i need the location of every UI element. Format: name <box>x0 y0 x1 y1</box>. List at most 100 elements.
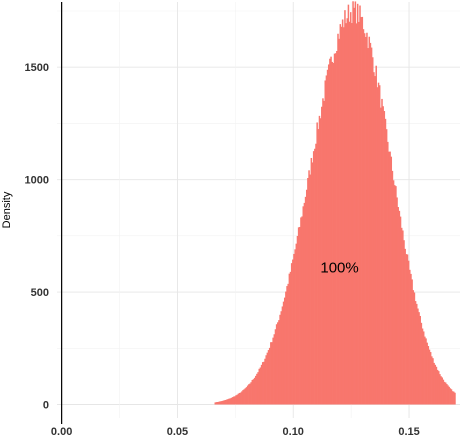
histogram-bar <box>299 226 301 405</box>
histogram-bar <box>216 401 219 405</box>
y-tick-label: 1000 <box>25 175 49 187</box>
histogram-bar <box>302 206 305 405</box>
histogram-bar <box>429 352 432 405</box>
histogram-bar <box>312 151 315 405</box>
histogram-bar <box>290 263 293 405</box>
histogram-bar <box>252 379 255 405</box>
histogram-bar <box>439 374 441 405</box>
histogram-bar <box>355 23 358 405</box>
histogram-bar <box>323 100 325 405</box>
histogram-bar <box>435 366 438 405</box>
histogram-bar <box>419 315 421 405</box>
histogram-bar <box>214 402 217 405</box>
histogram-bar <box>260 364 263 405</box>
histogram-bar <box>385 129 388 405</box>
histogram-bar <box>321 106 323 405</box>
histogram-bar <box>266 352 269 405</box>
histogram-bar <box>255 375 257 405</box>
histogram-bar <box>220 401 222 405</box>
histogram-bar <box>449 388 452 405</box>
histogram-bar <box>272 337 274 405</box>
y-tick-label: 500 <box>31 287 49 299</box>
histogram-bar <box>273 334 276 405</box>
histogram-bar <box>418 312 420 405</box>
histogram-bar <box>217 401 220 405</box>
histogram-bar <box>293 253 295 405</box>
histogram-bar <box>226 399 228 405</box>
histogram-bar <box>233 396 235 405</box>
histogram-bar <box>362 29 365 405</box>
histogram-bar <box>259 367 262 405</box>
histogram-bar <box>322 98 324 405</box>
histogram-bar <box>244 388 247 405</box>
histogram-bar <box>380 107 382 405</box>
histogram-bar <box>347 4 350 405</box>
histogram-bar <box>427 346 430 405</box>
histogram-bar <box>256 373 258 405</box>
histogram-bar <box>368 36 371 405</box>
histogram-bar <box>365 36 367 405</box>
histogram-bar <box>305 189 308 405</box>
histogram-bar <box>227 399 229 405</box>
histogram-bar <box>397 207 399 405</box>
histogram-bar <box>294 249 296 405</box>
histogram-bar <box>374 76 376 405</box>
histogram-bar <box>310 157 313 405</box>
histogram-bar <box>409 269 411 405</box>
histogram-bar <box>378 85 381 405</box>
histogram-bar <box>436 369 439 405</box>
histogram-bar <box>391 170 394 405</box>
histogram-bar <box>287 283 289 405</box>
histogram-bar <box>316 122 318 405</box>
histogram-bar <box>398 210 401 405</box>
histogram-bar <box>339 24 342 405</box>
histogram-bar <box>440 376 442 405</box>
histogram-bar <box>451 391 454 405</box>
histogram-bar <box>396 197 398 405</box>
histogram-bar <box>281 306 284 405</box>
histogram-bar <box>404 248 406 405</box>
histogram-bar <box>253 377 256 405</box>
histogram-bar <box>354 1 357 405</box>
histogram-bar <box>338 38 340 405</box>
annotation-label: 100% <box>320 259 358 276</box>
histogram-bar <box>411 279 413 405</box>
histogram-bar <box>399 216 402 405</box>
histogram-bar <box>329 58 331 405</box>
histogram-bar <box>296 235 299 405</box>
histogram-bar <box>348 21 351 405</box>
histogram-bar <box>235 395 237 405</box>
histogram-bar <box>311 162 314 405</box>
histogram-bar <box>359 5 361 405</box>
histogram-bar <box>444 382 447 405</box>
histogram-bar <box>400 227 403 405</box>
histogram-bar <box>300 217 302 405</box>
histogram-bar <box>421 328 424 405</box>
histogram-bar <box>231 397 234 405</box>
histogram-bar <box>249 383 251 405</box>
histogram-bar <box>251 380 254 405</box>
histogram-bar <box>307 177 309 405</box>
histogram-bar <box>325 75 328 405</box>
histogram-bar <box>341 19 344 405</box>
histogram-bar <box>432 358 434 405</box>
histogram-bar <box>222 400 225 405</box>
histogram-bar <box>230 397 233 405</box>
histogram-bar <box>334 53 337 405</box>
histogram-bar <box>250 382 252 405</box>
histogram-bar <box>377 82 380 405</box>
histogram-bar <box>382 106 384 405</box>
histogram-bar <box>344 10 346 405</box>
histogram-bar <box>373 72 375 405</box>
x-tick-label: 0.10 <box>283 426 304 438</box>
histogram-bar <box>383 111 386 405</box>
histogram-bar <box>426 342 428 405</box>
histogram-bar <box>295 243 298 405</box>
histogram-bar <box>223 400 226 405</box>
histogram-bar <box>415 303 418 405</box>
histogram-bar <box>327 64 330 405</box>
histogram-bar <box>450 389 453 405</box>
histogram-bar <box>242 390 244 405</box>
histogram-bar <box>413 292 416 405</box>
